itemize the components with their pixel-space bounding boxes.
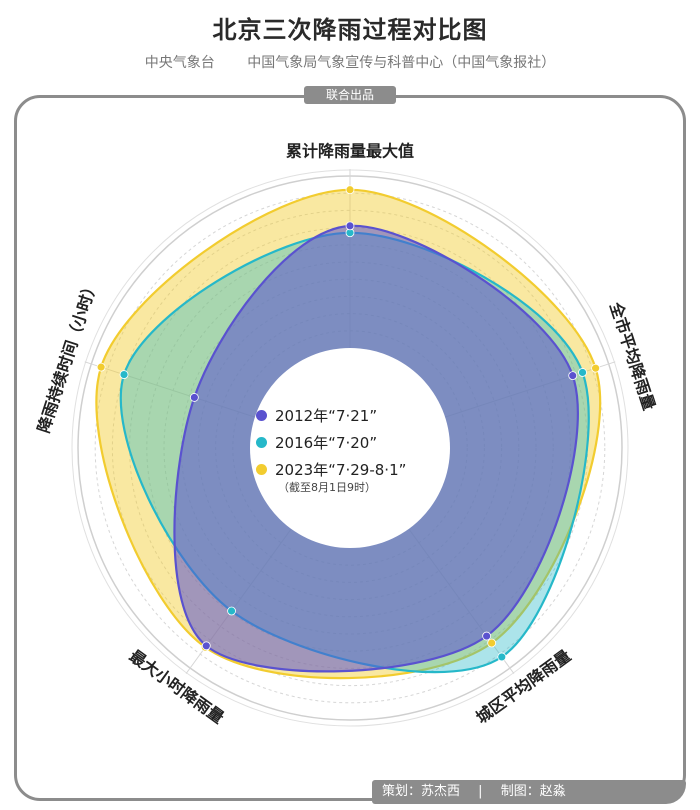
legend-swatch-2016 <box>256 437 267 448</box>
page-title: 北京三次降雨过程对比图 <box>212 16 488 44</box>
legend-item-2023: 2023年“7·29-8·1” <box>256 456 476 483</box>
data-point-2012 <box>482 631 492 641</box>
source-cma: 中央气象台 <box>144 55 215 71</box>
axis-label-4: 降雨持续时间（小时） <box>34 277 102 435</box>
legend-item-2016: 2016年“7·20” <box>256 429 476 456</box>
data-point-2023 <box>487 638 497 648</box>
credit-separator: | <box>478 784 483 799</box>
source-line: 中央气象台 中国气象局气象宣传与科普中心（中国气象报社） <box>0 52 700 72</box>
legend-swatch-2012 <box>256 410 267 421</box>
data-point-2023 <box>345 185 355 195</box>
source-publicity-center: 中国气象局气象宣传与科普中心（中国气象报社） <box>247 55 556 71</box>
radar-center <box>250 348 450 548</box>
credits-footer: 策划：苏杰西 | 制图：赵淼 <box>372 780 686 804</box>
data-point-2016 <box>119 370 129 379</box>
data-point-2012 <box>189 393 199 402</box>
designer-credit: 制图：赵淼 <box>500 784 566 799</box>
data-point-2012 <box>568 371 578 381</box>
legend-note: （截至8月1日9时） <box>278 481 376 494</box>
center-hole <box>250 348 450 548</box>
legend: 2012年“7·21” 2016年“7·20” 2023年“7·29-8·1” … <box>256 402 476 495</box>
data-point-2012 <box>345 221 355 231</box>
data-point-2016 <box>227 606 236 616</box>
data-point-2023 <box>591 363 601 373</box>
data-point-2016 <box>578 368 587 377</box>
data-point-2012 <box>201 641 211 651</box>
legend-label-2023: 2023年“7·29-8·1” <box>275 461 407 479</box>
legend-label-2016: 2016年“7·20” <box>275 434 378 452</box>
data-point-2016 <box>497 652 507 662</box>
legend-label-2012: 2012年“7·21” <box>275 407 378 425</box>
planner-credit: 策划：苏杰西 <box>382 784 461 799</box>
axis-label-1: 全市平均降雨量 <box>606 299 659 412</box>
legend-item-2012: 2012年“7·21” <box>256 402 476 429</box>
legend-swatch-2023 <box>256 464 267 475</box>
axis-label-0: 累计降雨量最大值 <box>286 142 414 161</box>
joint-production-badge: 联合出品 <box>304 86 396 104</box>
data-point-2023 <box>96 362 106 372</box>
